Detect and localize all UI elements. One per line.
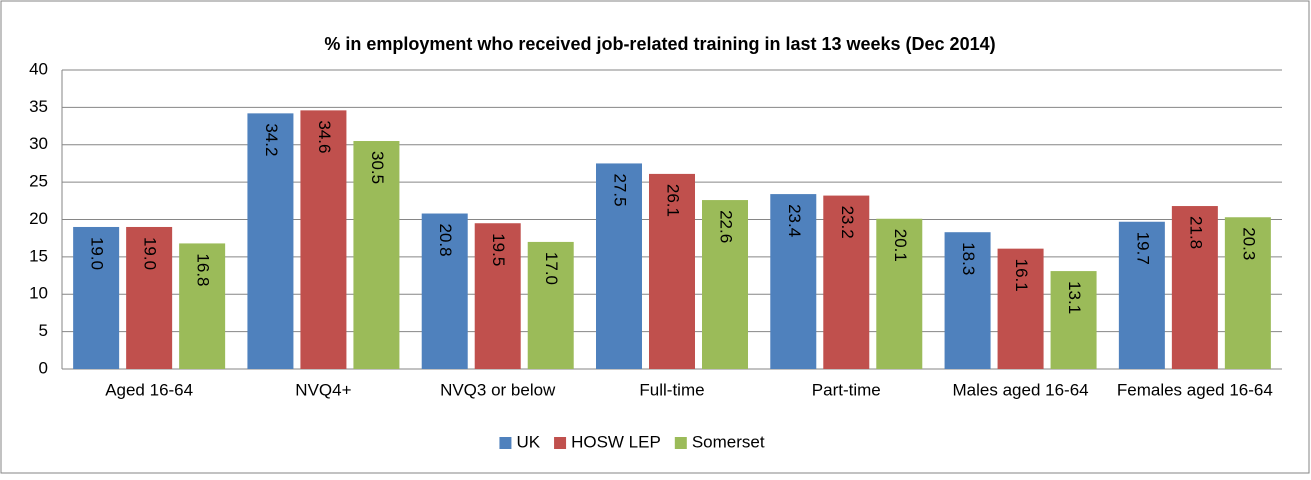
legend-swatch (674, 437, 687, 449)
value-label: 16.8 (194, 253, 213, 286)
value-label: 21.8 (1186, 216, 1205, 249)
bar (247, 113, 294, 369)
bar (649, 173, 695, 369)
value-label: 16.1 (1012, 259, 1031, 292)
value-label: 18.3 (959, 242, 978, 275)
bar (1224, 217, 1271, 369)
value-label: 34.6 (315, 120, 334, 153)
bar (823, 195, 870, 369)
legend: UK HOSW LEP Somerset (499, 432, 765, 451)
y-tick-label: 5 (39, 321, 48, 340)
value-label: 19.7 (1133, 232, 1152, 265)
y-tick-label: 20 (29, 209, 48, 228)
x-tick-label: Males aged 16-64 (953, 380, 1089, 399)
bar (997, 248, 1044, 369)
value-label: 34.2 (262, 123, 281, 156)
bar (596, 163, 642, 369)
bar (1050, 271, 1097, 369)
y-tick-label: 25 (29, 172, 48, 191)
legend-label: UK (516, 432, 540, 451)
bar (1118, 221, 1165, 369)
x-tick-label: Females aged 16-64 (1117, 380, 1273, 399)
x-tick-label: Part-time (812, 380, 881, 399)
bar (73, 226, 120, 369)
bar (179, 243, 226, 369)
value-label: 19.5 (489, 233, 508, 266)
x-tick-label: Full-time (639, 380, 704, 399)
value-label: 22.6 (717, 210, 736, 243)
x-tick-label: NVQ3 or below (440, 380, 556, 399)
y-tick-label: 30 (29, 134, 48, 153)
value-label: 20.1 (891, 229, 910, 262)
x-tick-label: Aged 16-64 (105, 380, 193, 399)
bar (421, 213, 468, 369)
value-label: 23.2 (838, 206, 857, 239)
y-tick-label: 15 (29, 246, 48, 265)
y-tick-label: 10 (29, 284, 48, 303)
legend-swatch (499, 437, 512, 449)
value-label: 20.8 (436, 224, 455, 257)
bar (126, 226, 173, 369)
bar (702, 200, 748, 369)
legend-label: HOSW LEP (571, 432, 661, 451)
value-label: 17.0 (542, 252, 561, 285)
value-label: 27.5 (611, 173, 630, 206)
value-label: 20.3 (1239, 227, 1258, 260)
bar (876, 218, 923, 369)
legend-label: Somerset (692, 432, 765, 451)
bar (944, 232, 991, 369)
value-label: 26.1 (664, 184, 683, 217)
x-tick-label: NVQ4+ (295, 380, 351, 399)
y-tick-label: 0 (39, 358, 48, 377)
bar (1171, 206, 1218, 369)
chart-title: % in employment who received job-related… (324, 34, 995, 54)
value-label: 19.0 (88, 237, 107, 270)
value-label: 23.4 (785, 204, 804, 237)
bar (527, 241, 574, 369)
bar (353, 141, 400, 369)
value-label: 19.0 (141, 237, 160, 270)
bar (300, 110, 347, 370)
value-label: 13.1 (1065, 281, 1084, 314)
bar (770, 194, 817, 369)
y-tick-label: 40 (29, 59, 48, 78)
value-label: 30.5 (368, 151, 387, 184)
legend-swatch (554, 437, 567, 449)
bar (474, 223, 521, 369)
y-tick-label: 35 (29, 97, 48, 116)
